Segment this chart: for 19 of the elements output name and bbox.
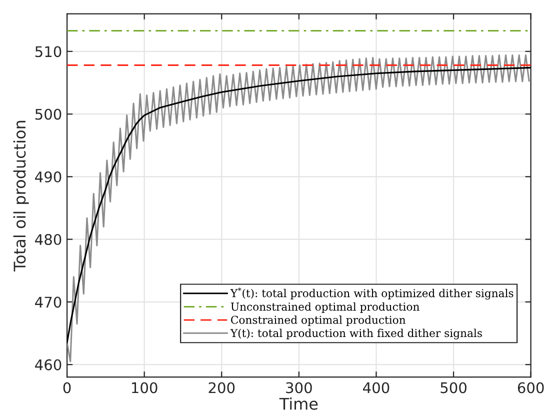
legend-label: Y(t): total production with fixed dither signals [230,328,482,340]
x-tick-label: 0 [63,382,71,394]
x-tick-label: 600 [518,382,544,394]
y-tick-label: 500 [35,108,62,120]
x-axis-title: Time [279,397,318,410]
x-tick-label: 300 [286,382,312,394]
x-tick-label: 500 [440,382,466,394]
y-axis-title: Total oil production [13,120,29,272]
legend-label: Y$^{*}$(t): total production with optimized dither signals [230,288,514,300]
legend-label: Unconstrained optimal production [230,302,420,313]
legend-label: Constrained optimal production [231,316,406,326]
y-tick-label: 510 [35,46,62,58]
x-tick-label: 100 [132,382,158,394]
y-tick-label: 460 [35,359,62,370]
y-tick-label: 470 [35,296,62,308]
x-tick-label: 400 [363,382,390,394]
x-tick-label: 200 [208,382,235,394]
y-tick-label: 480 [35,234,62,246]
y-tick-label: 490 [35,171,62,182]
